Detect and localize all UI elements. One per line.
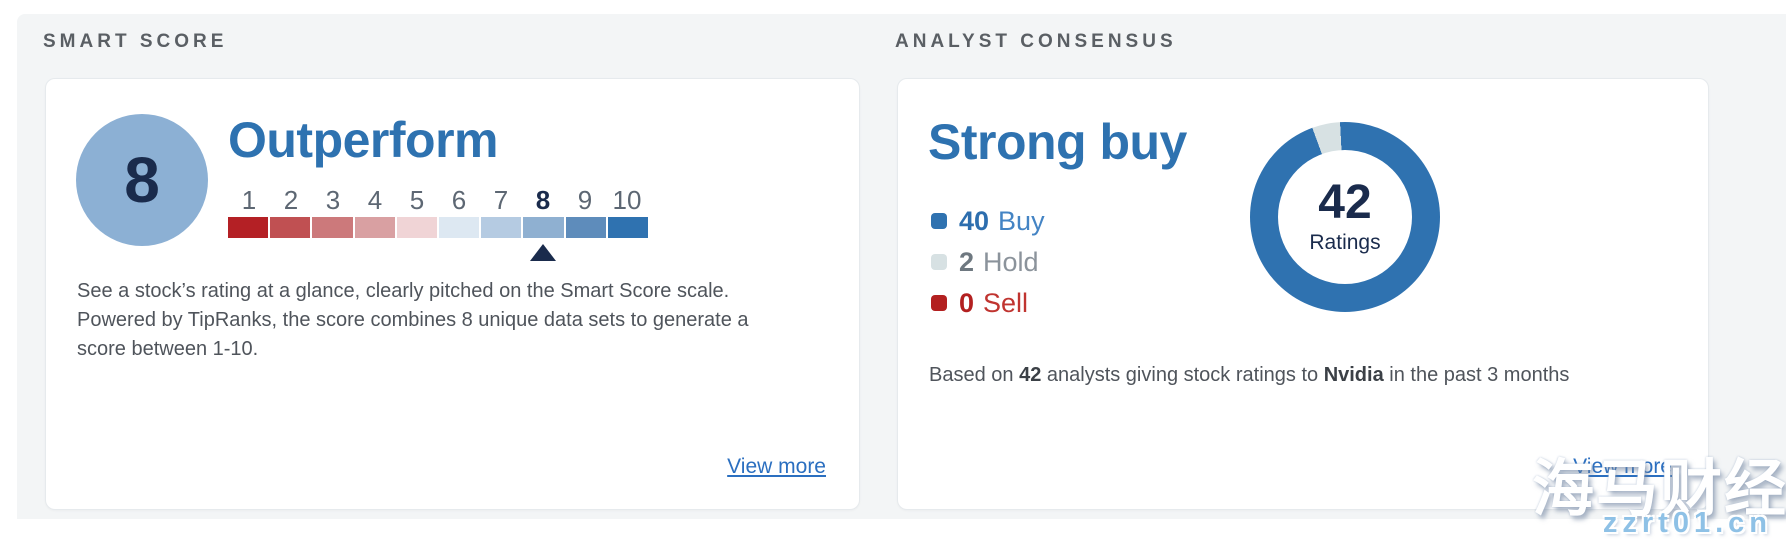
smart-score-description: See a stock’s rating at a glance, clearl… (77, 280, 749, 360)
scale-segment (396, 217, 438, 238)
legend-row-hold: 2 Hold (931, 246, 1045, 277)
sell-swatch-icon (931, 295, 947, 311)
legend-row-buy: 40 Buy (931, 205, 1045, 236)
selected-score-arrow-icon (530, 244, 556, 261)
sell-label: Sell (983, 287, 1029, 318)
scale-number: 4 (367, 185, 383, 215)
consensus-donut-center: 42 Ratings (1278, 150, 1412, 284)
consensus-view-more-link[interactable]: View more (1573, 455, 1672, 478)
scale-number: 10 (612, 185, 642, 215)
consensus-headline: Strong buy (928, 114, 1187, 170)
scale-numbers-row: 1 2 3 4 5 6 7 8 9 10 (228, 185, 648, 215)
smart-score-view-more-link[interactable]: View more (727, 455, 826, 478)
footnote-text: in the past 3 months (1383, 364, 1570, 386)
scale-segment (228, 217, 269, 238)
smart-score-scale: 1 2 3 4 5 6 7 8 9 10 (228, 185, 649, 261)
scale-number: 7 (493, 185, 509, 215)
scale-segments-row (228, 217, 649, 238)
consensus-footnote: Based on 42 analysts giving stock rating… (929, 361, 1689, 389)
ratings-total: 42 (1318, 176, 1372, 229)
scale-segment (565, 217, 606, 238)
buy-count: 40 (959, 205, 990, 236)
smart-score-rating-label: Outperform (228, 112, 499, 168)
hold-count: 2 (959, 246, 975, 277)
legend-row-sell: 0 Sell (931, 287, 1045, 318)
watermark-brand: 海马财经 (1531, 455, 1786, 524)
sell-count: 0 (959, 287, 975, 318)
scale-number: 3 (325, 185, 341, 215)
smart-score-card: 8 Outperform 1 2 3 4 5 6 7 8 9 10 (45, 78, 860, 510)
watermark-site-url: zzrt01.cn (1602, 507, 1772, 539)
smart-score-value: 8 (124, 144, 160, 216)
scale-number: 5 (409, 185, 425, 215)
scale-segment (481, 217, 522, 238)
scale-number: 6 (451, 185, 467, 215)
scale-segment (439, 217, 480, 238)
footnote-text: analysts giving stock ratings to (1041, 364, 1324, 386)
scale-segment (270, 217, 311, 238)
hold-label: Hold (983, 246, 1039, 277)
scale-segment (607, 217, 649, 238)
scale-number: 9 (577, 185, 593, 215)
scale-number: 1 (241, 185, 257, 215)
analyst-consensus-card: Strong buy 40 Buy 2 Hold 0 Sell 42 Ratin… (897, 78, 1709, 510)
footnote-analyst-count: 42 (1019, 364, 1042, 386)
scale-number: 8 (535, 185, 551, 215)
consensus-donut-ring: 42 Ratings (1250, 122, 1440, 312)
ratings-total-label: Ratings (1309, 231, 1381, 254)
smart-score-heading: SMART SCORE (43, 31, 228, 52)
hold-swatch-icon (931, 254, 947, 270)
ratings-legend: 40 Buy 2 Hold 0 Sell (931, 205, 1045, 330)
scale-number: 2 (283, 185, 299, 215)
analyst-consensus-heading: ANALYST CONSENSUS (895, 31, 1177, 52)
buy-swatch-icon (931, 213, 947, 229)
scale-segment (312, 217, 353, 238)
scale-segment (523, 217, 564, 238)
buy-label: Buy (998, 205, 1045, 236)
scale-segment (354, 217, 395, 238)
footnote-ticker-name: Nvidia (1323, 364, 1384, 386)
smart-score-badge: 8 (76, 114, 208, 246)
footnote-text: Based on (929, 364, 1020, 386)
